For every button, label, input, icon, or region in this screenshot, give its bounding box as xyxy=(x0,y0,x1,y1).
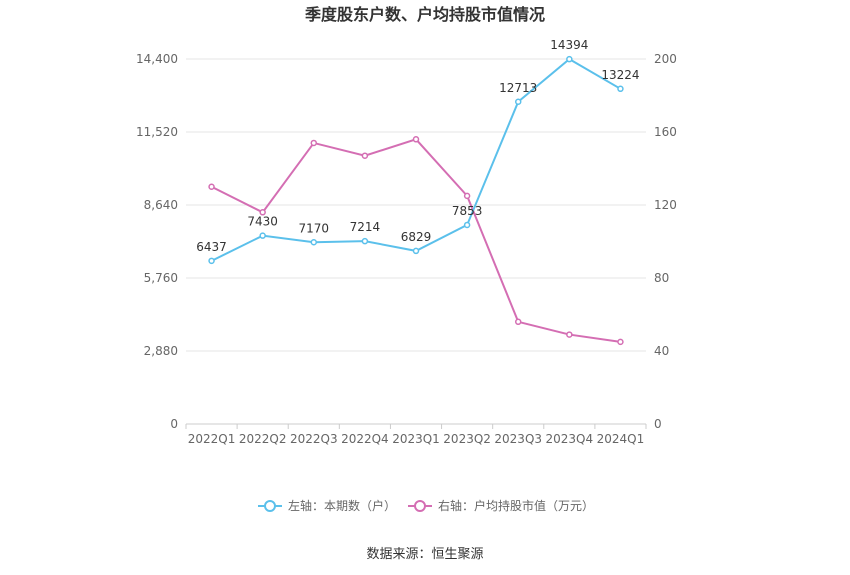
left-axis-tick-label: 11,520 xyxy=(136,125,178,139)
left-axis-tick-label: 8,640 xyxy=(144,198,178,212)
right-axis-tick-label: 80 xyxy=(654,271,669,285)
data-point xyxy=(514,318,522,326)
data-point xyxy=(412,247,420,255)
x-axis-ticks: 2022Q1 2022Q2 2022Q3 2022Q4 2023Q1 2023Q2 2023… xyxy=(185,424,647,446)
x-axis-tick-label: 2023Q4 xyxy=(546,432,594,446)
data-point xyxy=(463,221,471,229)
x-axis-tick-label: 2023Q1 xyxy=(392,432,440,446)
right-axis-tick-label: 0 xyxy=(654,417,662,431)
data-point xyxy=(566,55,573,63)
x-axis-tick-label: 2023Q2 xyxy=(443,432,491,446)
data-label: 7170 xyxy=(299,221,330,235)
data-label: 7214 xyxy=(350,220,381,234)
data-point xyxy=(361,237,369,245)
left-axis-ticks: 0 2,880 5,760 8,640 11,520 14,400 xyxy=(136,52,178,431)
x-axis-tick-label: 2022Q4 xyxy=(341,432,389,446)
right-axis-ticks: 0 40 80 120 160 200 xyxy=(654,52,677,431)
data-label: 6437 xyxy=(196,240,227,254)
data-label: 13224 xyxy=(601,68,639,82)
legend: 左轴：本期数（户） 右轴：户均持股市值（万元） xyxy=(258,498,594,513)
left-axis-tick-label: 14,400 xyxy=(136,52,178,66)
data-label: 6829 xyxy=(401,230,432,244)
data-point xyxy=(208,183,215,190)
data-point xyxy=(617,338,624,346)
data-point xyxy=(208,257,215,265)
data-label: 14394 xyxy=(550,38,588,52)
x-axis-tick-label: 2022Q1 xyxy=(188,432,236,446)
data-point xyxy=(259,209,266,216)
right-axis-tick-label: 40 xyxy=(654,344,669,358)
data-label: 7853 xyxy=(452,204,483,218)
data-source: 数据来源：恒生聚源 xyxy=(366,547,483,562)
x-axis-tick-label: 2024Q1 xyxy=(597,432,645,446)
legend-label: 左轴：本期数（户） xyxy=(288,498,396,513)
data-point xyxy=(412,136,420,143)
x-axis-tick-label: 2022Q3 xyxy=(290,432,338,446)
data-label: 7430 xyxy=(247,215,278,229)
right-axis-tick-label: 120 xyxy=(654,198,677,212)
grid-lines xyxy=(186,58,646,425)
data-point xyxy=(463,192,471,200)
data-point xyxy=(310,139,318,147)
legend-marker xyxy=(264,500,276,512)
data-point xyxy=(310,239,318,246)
data-point xyxy=(361,152,369,159)
data-point xyxy=(566,331,573,338)
legend-label: 右轴：户均持股市值（万元） xyxy=(438,498,594,513)
right-axis-tick-label: 160 xyxy=(654,125,677,139)
series-layer: 6437 7430 7170 7214 6829 7853 12713 14394 13224 xyxy=(196,38,640,346)
right-axis-tick-label: 200 xyxy=(654,52,677,66)
data-point xyxy=(259,232,266,239)
left-axis-tick-label: 5,760 xyxy=(144,271,178,285)
data-point xyxy=(514,98,522,106)
legend-marker xyxy=(414,500,426,512)
x-axis-tick-label: 2023Q3 xyxy=(494,432,542,446)
data-point xyxy=(617,85,624,93)
chart-title: 季度股东户数、户均持股市值情况 xyxy=(304,5,545,24)
data-label: 12713 xyxy=(499,81,537,95)
x-axis-tick-label: 2022Q2 xyxy=(239,432,287,446)
left-axis-tick-label: 2,880 xyxy=(144,344,178,358)
left-axis-tick-label: 0 xyxy=(170,417,178,431)
